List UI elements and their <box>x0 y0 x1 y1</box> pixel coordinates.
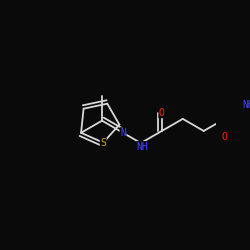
Text: O: O <box>159 108 165 118</box>
Text: NH: NH <box>242 100 250 110</box>
Text: S: S <box>100 138 106 148</box>
Text: N: N <box>120 128 126 138</box>
Text: NH: NH <box>137 142 148 152</box>
Text: O: O <box>222 132 228 142</box>
